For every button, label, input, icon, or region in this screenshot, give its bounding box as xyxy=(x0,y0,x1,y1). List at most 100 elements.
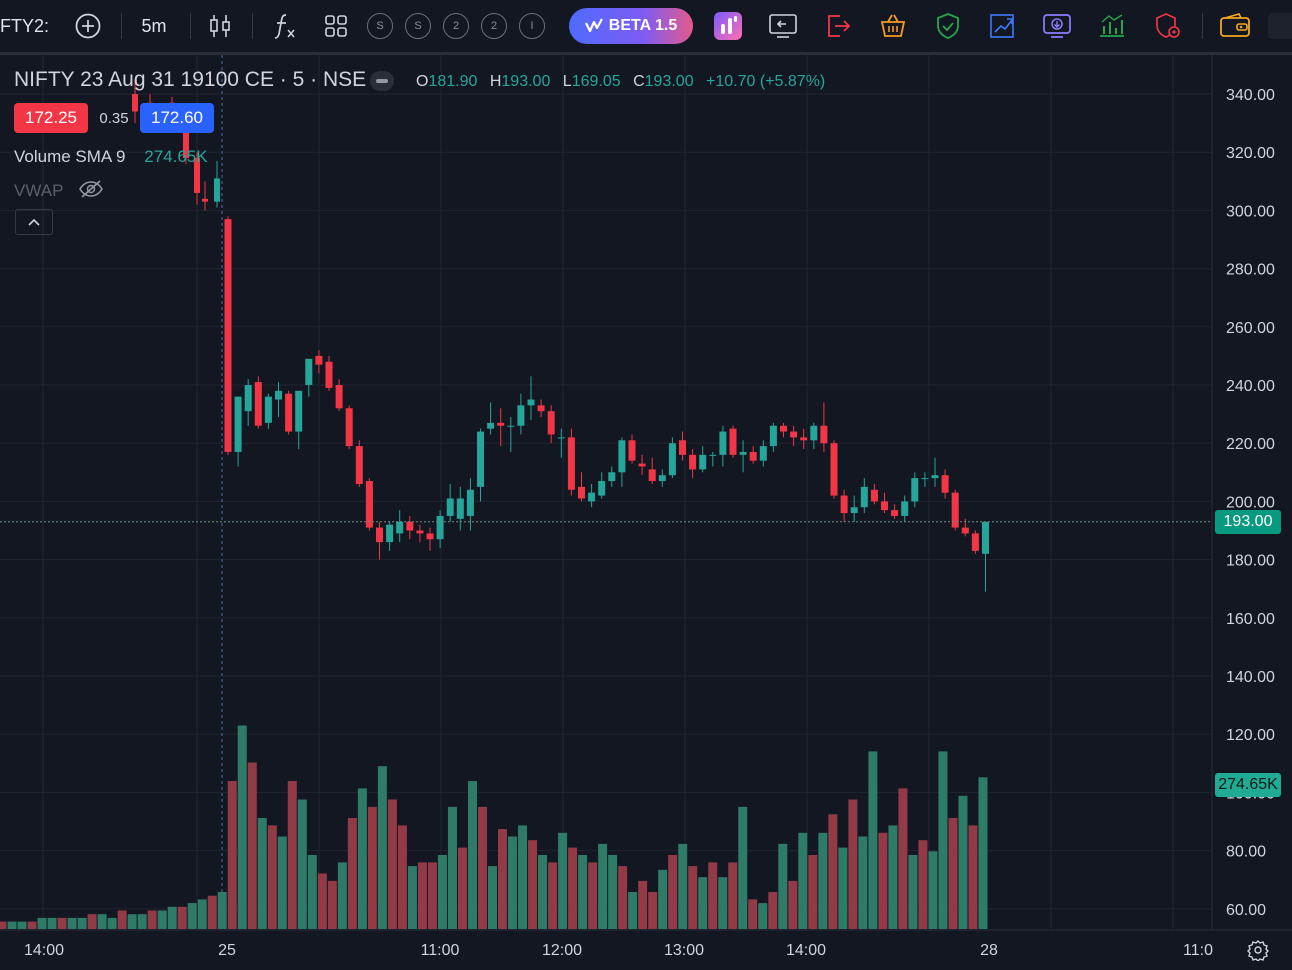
volume-bar xyxy=(708,862,718,929)
candle-body xyxy=(790,431,798,438)
risk-settings-button[interactable] xyxy=(1152,0,1184,52)
price-tick-label: 300.00 xyxy=(1226,203,1275,220)
wallet-button[interactable] xyxy=(1218,0,1252,52)
chart-type-button[interactable] xyxy=(205,0,235,52)
collapse-legend-button[interactable] xyxy=(15,209,53,235)
gear-icon xyxy=(1247,940,1269,961)
volume-bar xyxy=(157,910,167,929)
protection-button[interactable] xyxy=(932,0,964,52)
volume-bar xyxy=(237,725,247,929)
volume-bar xyxy=(447,806,457,929)
candle-body xyxy=(234,396,242,452)
eye-hidden-icon[interactable] xyxy=(78,179,104,199)
volume-bar xyxy=(327,880,337,929)
sell-price-button[interactable]: 172.25 xyxy=(14,103,88,133)
candle-body xyxy=(769,425,777,447)
circle-button-i[interactable]: I xyxy=(519,13,545,39)
download-button[interactable] xyxy=(1041,0,1073,52)
volume-bar xyxy=(277,836,287,929)
candle-body xyxy=(537,405,545,412)
volume-sma-tag: 274.65K xyxy=(1215,773,1281,797)
interval-button[interactable]: 5m xyxy=(136,0,172,52)
candle-body xyxy=(547,411,555,435)
symbol-search-button[interactable]: FTY2: xyxy=(0,0,52,52)
spread-value: 0.35 xyxy=(99,109,129,127)
layout-button[interactable] xyxy=(322,0,350,52)
volume-bar xyxy=(127,914,137,929)
volume-bar xyxy=(97,914,107,929)
volume-bar xyxy=(698,877,708,929)
time-tick-label: 14:00 xyxy=(786,942,826,959)
time-tick-label: 28 xyxy=(980,942,998,959)
candle-body xyxy=(244,385,252,412)
volume-bar xyxy=(678,843,688,929)
market-status-button[interactable] xyxy=(370,71,394,91)
candle-body xyxy=(951,492,959,528)
performance-button[interactable] xyxy=(1096,0,1128,52)
circle-button-s1[interactable]: S xyxy=(367,13,393,39)
toolbar-overflow[interactable] xyxy=(1268,0,1292,52)
time-tick-label: 12:00 xyxy=(542,942,582,959)
chart-trend-icon xyxy=(990,14,1014,38)
symbol-title[interactable]: NIFTY 23 Aug 31 19100 CE · 5 · NSE xyxy=(14,68,367,91)
volume-bar xyxy=(117,910,127,929)
toolbar-divider xyxy=(190,13,191,39)
candle-body xyxy=(224,219,232,452)
chart-canvas[interactable]: 340.00 320.00 300.00 280.00 260.00 240.00 220.… xyxy=(0,55,1292,970)
analysis-button[interactable] xyxy=(986,0,1018,52)
top-toolbar: FTY2: 5m S S 2 2 I xyxy=(0,0,1292,55)
volume-bar xyxy=(878,832,888,929)
candle-body xyxy=(194,158,200,193)
beta-button[interactable]: BETA 1.5 xyxy=(569,8,693,44)
volume-bar xyxy=(788,880,798,929)
basket-button[interactable] xyxy=(877,0,909,52)
volume-bar xyxy=(658,869,668,929)
plus-circle-icon xyxy=(75,13,101,39)
compare-add-button[interactable] xyxy=(72,0,104,52)
chart-settings-button[interactable] xyxy=(1244,936,1272,964)
close-value: 193.00 xyxy=(644,73,694,90)
exit-position-button[interactable] xyxy=(822,0,854,52)
volume-bar xyxy=(167,906,177,929)
replay-button[interactable] xyxy=(766,0,800,52)
candle-body xyxy=(517,405,525,426)
circle-button-2b[interactable]: 2 xyxy=(481,13,507,39)
price-tick-label: 60.00 xyxy=(1226,902,1266,919)
volume-bar xyxy=(177,906,187,929)
vwap-legend[interactable]: VWAP xyxy=(14,179,104,201)
volume-bar xyxy=(898,788,908,929)
candle-body xyxy=(588,492,596,502)
chart-legend: NIFTY 23 Aug 31 19100 CE · 5 · NSE O181.… xyxy=(0,62,1200,252)
volume-bar xyxy=(357,788,367,929)
app-logo-button[interactable] xyxy=(712,0,744,52)
price-tick-label: 120.00 xyxy=(1226,727,1275,744)
grid-layout-icon xyxy=(325,15,347,37)
candle-body xyxy=(638,463,646,467)
candle-body xyxy=(527,399,535,406)
volume-bar xyxy=(548,862,558,929)
volume-bar xyxy=(628,892,638,929)
time-tick-label: 11:0 xyxy=(1183,942,1213,959)
time-axis[interactable]: 14:00 25 11:00 12:00 13:00 14:00 28 11:0 xyxy=(24,942,1213,959)
buy-price-button[interactable]: 172.60 xyxy=(140,103,214,133)
candle-body xyxy=(325,361,333,388)
time-tick-label: 13:00 xyxy=(664,942,704,959)
volume-bar xyxy=(778,843,788,929)
volume-sma-legend[interactable]: Volume SMA 9 274.65K xyxy=(14,147,208,167)
circle-button-s2[interactable]: S xyxy=(405,13,431,39)
candle-body xyxy=(810,425,818,441)
price-tick-label: 280.00 xyxy=(1226,262,1275,279)
volume-bar xyxy=(958,795,968,929)
candle-body xyxy=(598,481,606,496)
candle-body xyxy=(820,425,828,444)
circle-button-2a[interactable]: 2 xyxy=(443,13,469,39)
change-value: +10.70 (+5.87%) xyxy=(706,73,826,90)
volume-bar xyxy=(858,836,868,929)
volume-bar xyxy=(27,921,37,929)
indicators-button[interactable] xyxy=(270,0,300,52)
candle-body xyxy=(557,437,565,439)
candle-body xyxy=(870,489,878,502)
volume-bar xyxy=(107,917,117,929)
volume-series xyxy=(0,725,988,929)
volume-bar xyxy=(818,832,828,929)
